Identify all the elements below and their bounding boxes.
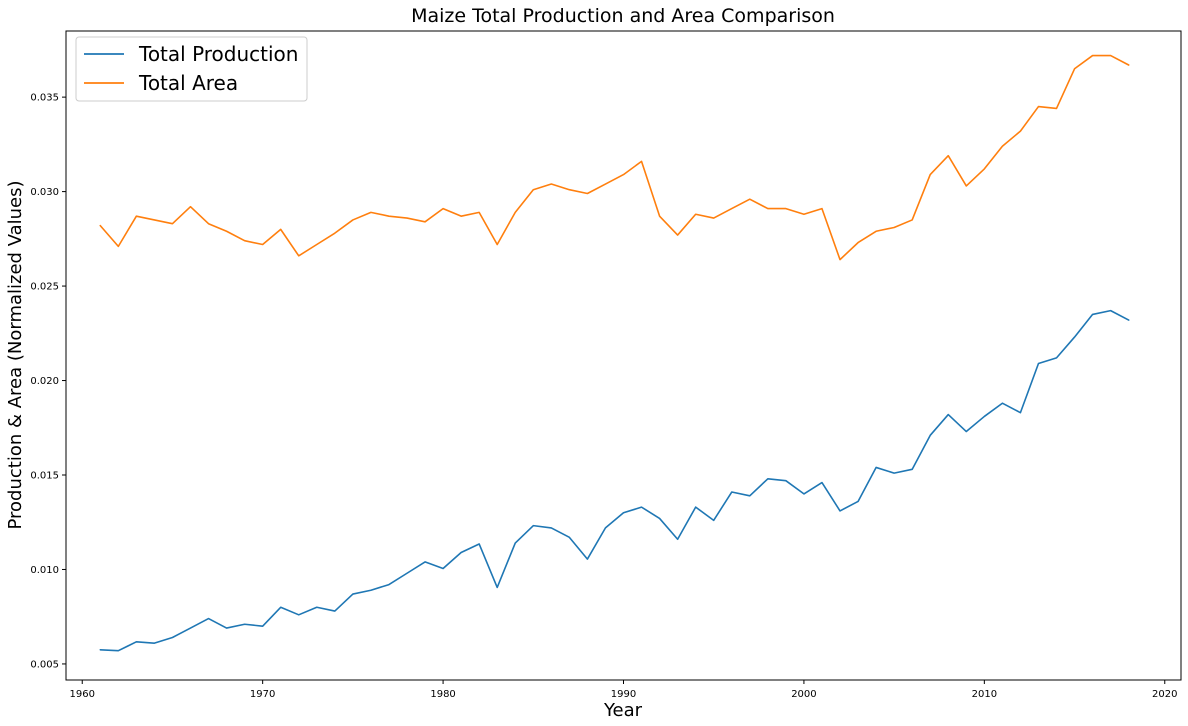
series-line-total-area [99,54,1130,261]
y-tick-label: 0.030 [30,187,59,198]
y-tick-label: 0.035 [30,93,59,104]
y-tick-label: 0.020 [30,376,59,387]
x-tick-label: 2000 [791,689,816,700]
y-tick-label: 0.005 [30,659,59,670]
legend-box [75,36,308,102]
y-tick-label: 0.010 [30,565,59,576]
x-tick-label: 1960 [70,689,95,700]
x-tick-label: 1990 [611,689,636,700]
y-axis: 0.005 0.010 0.015 0.020 0.025 0.030 0.035 [30,93,66,670]
x-tick-label: 2010 [972,689,997,700]
y-axis-title: Production & Area (Normalized Values) [5,180,26,529]
y-tick-label: 0.025 [30,282,59,293]
legend: Total Production Total Area [75,36,308,102]
x-axis-title: Year [603,700,643,721]
series-line-total-production [99,309,1130,652]
y-tick-label: 0.015 [30,471,59,482]
x-tick-label: 2020 [1152,689,1177,700]
chart-title: Maize Total Production and Area Comparis… [411,5,835,27]
x-axis: 1960 1970 1980 1990 2000 2010 2020 [70,680,1177,700]
legend-label-total-area: Total Area [138,71,238,95]
legend-label-total-production: Total Production [138,42,298,66]
x-tick-label: 1970 [250,689,275,700]
x-tick-label: 1980 [430,689,455,700]
